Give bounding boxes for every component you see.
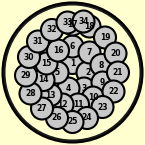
Text: 32: 32 — [47, 26, 57, 35]
Circle shape — [91, 71, 114, 94]
Circle shape — [61, 52, 84, 74]
Circle shape — [6, 6, 139, 139]
Text: 13: 13 — [45, 90, 56, 99]
Circle shape — [58, 77, 79, 99]
Text: 6: 6 — [70, 42, 75, 51]
Text: 1: 1 — [70, 58, 75, 68]
Text: 16: 16 — [53, 46, 63, 55]
Circle shape — [2, 2, 143, 143]
Circle shape — [78, 16, 100, 38]
Circle shape — [36, 52, 58, 75]
Text: 27: 27 — [37, 104, 47, 113]
Text: 2: 2 — [85, 68, 90, 77]
Circle shape — [31, 97, 53, 119]
Text: 7: 7 — [87, 48, 92, 57]
Text: 11: 11 — [73, 100, 83, 109]
Text: 24: 24 — [82, 114, 92, 123]
Circle shape — [67, 94, 89, 116]
Text: 5: 5 — [55, 68, 60, 77]
Text: 14: 14 — [38, 76, 49, 85]
Circle shape — [51, 94, 74, 116]
Text: 29: 29 — [21, 71, 31, 80]
Circle shape — [15, 65, 37, 87]
Circle shape — [61, 111, 84, 133]
Text: 4: 4 — [66, 84, 71, 93]
Text: 31: 31 — [33, 37, 43, 46]
Circle shape — [73, 77, 95, 99]
Circle shape — [39, 84, 61, 106]
Text: 18: 18 — [84, 22, 95, 31]
Text: 33: 33 — [62, 18, 73, 27]
Text: 21: 21 — [113, 68, 123, 77]
Circle shape — [82, 87, 104, 108]
Circle shape — [107, 61, 129, 84]
Circle shape — [41, 19, 63, 41]
Circle shape — [91, 96, 114, 118]
Text: 25: 25 — [67, 117, 78, 126]
Circle shape — [61, 36, 84, 58]
Text: 22: 22 — [108, 87, 119, 96]
Circle shape — [19, 83, 41, 105]
Text: 17: 17 — [67, 20, 78, 29]
Circle shape — [47, 39, 69, 61]
Circle shape — [76, 107, 98, 129]
Circle shape — [90, 54, 113, 76]
Text: 10: 10 — [88, 93, 98, 102]
Text: 20: 20 — [110, 49, 121, 58]
Circle shape — [18, 46, 40, 68]
Circle shape — [46, 107, 68, 129]
Circle shape — [27, 30, 49, 52]
Text: 23: 23 — [97, 103, 108, 112]
Circle shape — [94, 27, 116, 48]
Text: 8: 8 — [99, 60, 104, 69]
Text: 34: 34 — [78, 17, 89, 26]
Text: 15: 15 — [41, 59, 52, 68]
Circle shape — [47, 61, 68, 84]
Text: 28: 28 — [25, 89, 36, 98]
Text: 12: 12 — [57, 100, 68, 109]
Text: 26: 26 — [52, 114, 62, 123]
Circle shape — [32, 69, 55, 91]
Circle shape — [61, 13, 84, 36]
Circle shape — [57, 11, 78, 33]
Circle shape — [78, 41, 100, 64]
Circle shape — [72, 10, 95, 32]
Text: 3: 3 — [81, 84, 87, 93]
Circle shape — [105, 42, 126, 65]
Text: 30: 30 — [24, 52, 34, 61]
Circle shape — [77, 61, 98, 84]
Text: 19: 19 — [100, 33, 110, 42]
Circle shape — [103, 80, 125, 103]
Text: 9: 9 — [100, 78, 105, 87]
